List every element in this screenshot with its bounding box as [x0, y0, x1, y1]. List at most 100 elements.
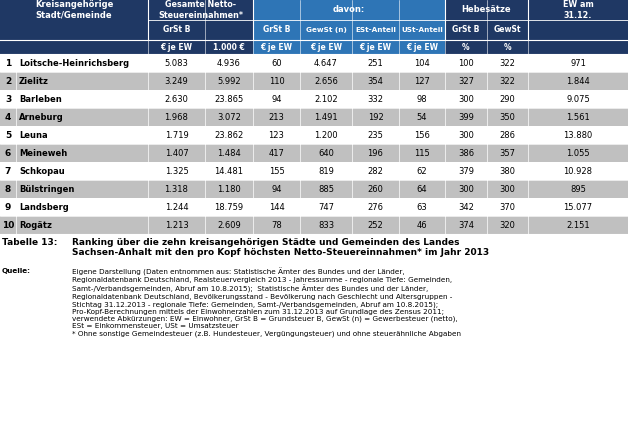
Text: 1.561: 1.561: [566, 112, 590, 122]
Text: 78: 78: [271, 220, 282, 229]
Text: EW am
31.12.: EW am 31.12.: [563, 0, 593, 20]
Text: Gesamte Netto-
Steuereinnahmen*: Gesamte Netto- Steuereinnahmen*: [158, 0, 243, 20]
Text: € je EW: € je EW: [161, 42, 193, 51]
Bar: [0, 126, 628, 144]
Text: 2.656: 2.656: [314, 76, 338, 86]
Text: Loitsche-Heinrichsberg: Loitsche-Heinrichsberg: [19, 59, 129, 67]
Text: 1.200: 1.200: [314, 131, 338, 139]
Text: Bülstringen: Bülstringen: [19, 184, 74, 193]
Text: GewSt (n): GewSt (n): [306, 27, 347, 33]
Text: 350: 350: [499, 112, 516, 122]
Text: 115: 115: [414, 148, 430, 157]
Text: Barleben: Barleben: [19, 95, 62, 103]
Text: 5: 5: [5, 131, 11, 139]
Text: 370: 370: [499, 203, 516, 212]
Bar: [0, 216, 628, 234]
Text: 23.862: 23.862: [214, 131, 244, 139]
Text: 282: 282: [367, 167, 384, 176]
Text: 155: 155: [269, 167, 284, 176]
Text: 833: 833: [318, 220, 334, 229]
Text: 2.609: 2.609: [217, 220, 241, 229]
Text: Hebesätze: Hebesätze: [462, 6, 511, 14]
Text: 399: 399: [458, 112, 474, 122]
Text: 235: 235: [367, 131, 384, 139]
Bar: [253, 40, 445, 54]
Text: 100: 100: [458, 59, 474, 67]
Text: 286: 286: [499, 131, 516, 139]
Text: 1.484: 1.484: [217, 148, 241, 157]
Text: USt-Anteil: USt-Anteil: [401, 27, 443, 33]
Text: Zielitz: Zielitz: [19, 76, 49, 86]
Bar: [0, 198, 628, 216]
Text: 104: 104: [414, 59, 430, 67]
Text: 3: 3: [5, 95, 11, 103]
Bar: [0, 90, 628, 108]
Text: 94: 94: [271, 95, 282, 103]
Bar: [0, 162, 628, 180]
Text: 1.968: 1.968: [165, 112, 188, 122]
Text: 374: 374: [458, 220, 474, 229]
Text: 23.865: 23.865: [214, 95, 244, 103]
Text: 213: 213: [269, 112, 284, 122]
Text: € je EW: € je EW: [359, 42, 391, 51]
Text: 1: 1: [5, 59, 11, 67]
Text: 300: 300: [458, 184, 474, 193]
Text: 94: 94: [271, 184, 282, 193]
Bar: [0, 180, 628, 198]
Text: 156: 156: [414, 131, 430, 139]
Text: Kreisangehörige
Stadt/Gemeinde: Kreisangehörige Stadt/Gemeinde: [35, 0, 113, 20]
Text: GrSt B: GrSt B: [452, 25, 480, 34]
Text: 4.647: 4.647: [314, 59, 338, 67]
Text: 1.325: 1.325: [165, 167, 188, 176]
Text: 64: 64: [417, 184, 427, 193]
Text: 14.481: 14.481: [215, 167, 244, 176]
Text: 5.083: 5.083: [165, 59, 188, 67]
Text: 8: 8: [5, 184, 11, 193]
Text: 110: 110: [269, 76, 284, 86]
Text: 13.880: 13.880: [563, 131, 593, 139]
Text: 2.630: 2.630: [165, 95, 188, 103]
Text: ESt-Anteil: ESt-Anteil: [355, 27, 396, 33]
Text: 327: 327: [458, 76, 474, 86]
Text: 4.936: 4.936: [217, 59, 241, 67]
Text: 9.075: 9.075: [566, 95, 590, 103]
Bar: [0, 72, 628, 90]
Text: Meineweh: Meineweh: [19, 148, 67, 157]
Text: %: %: [462, 42, 470, 51]
Text: 300: 300: [458, 131, 474, 139]
Text: %: %: [504, 42, 511, 51]
Text: 260: 260: [367, 184, 384, 193]
Text: 1.180: 1.180: [217, 184, 241, 193]
Bar: [0, 144, 628, 162]
Text: 971: 971: [570, 59, 586, 67]
Text: 357: 357: [499, 148, 516, 157]
Text: 320: 320: [499, 220, 516, 229]
Text: 196: 196: [367, 148, 384, 157]
Text: Schkopau: Schkopau: [19, 167, 65, 176]
Text: 5.992: 5.992: [217, 76, 241, 86]
Text: 3.072: 3.072: [217, 112, 241, 122]
Text: 63: 63: [416, 203, 428, 212]
Text: 4: 4: [5, 112, 11, 122]
Text: Eigene Darstellung (Daten entnommen aus: Statistische Ämter des Bundes und der L: Eigene Darstellung (Daten entnommen aus:…: [72, 268, 461, 337]
Text: 2.102: 2.102: [314, 95, 338, 103]
Text: 144: 144: [269, 203, 284, 212]
Text: 1.213: 1.213: [165, 220, 188, 229]
Text: 1.719: 1.719: [165, 131, 188, 139]
Text: 895: 895: [570, 184, 586, 193]
Text: Rogätz: Rogätz: [19, 220, 52, 229]
Bar: [0, 108, 628, 126]
Bar: [0, 0, 628, 40]
Text: 123: 123: [269, 131, 284, 139]
Text: 417: 417: [269, 148, 284, 157]
Text: 1.844: 1.844: [566, 76, 590, 86]
Text: 342: 342: [458, 203, 474, 212]
Text: Leuna: Leuna: [19, 131, 48, 139]
Text: 1.244: 1.244: [165, 203, 188, 212]
Text: GewSt: GewSt: [494, 25, 521, 34]
Text: 379: 379: [458, 167, 474, 176]
Text: 127: 127: [414, 76, 430, 86]
Text: 747: 747: [318, 203, 334, 212]
Text: 1.000 €: 1.000 €: [213, 42, 245, 51]
Text: 1.407: 1.407: [165, 148, 188, 157]
